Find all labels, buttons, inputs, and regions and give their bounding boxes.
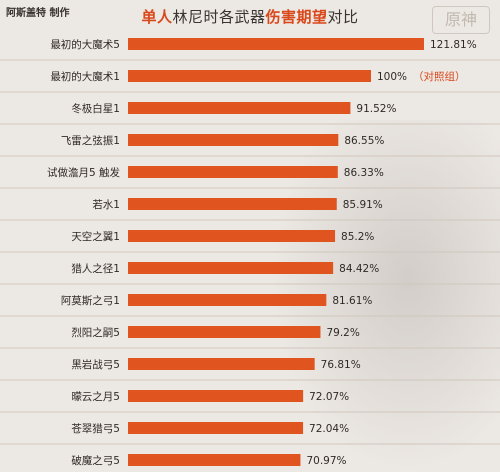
value-label: 91.52% <box>356 103 396 115</box>
bar <box>128 166 338 178</box>
title-part: 伤害期望 <box>265 8 328 26</box>
title-part: 对比 <box>327 8 359 26</box>
category-label: 曚云之月5 <box>71 390 120 403</box>
bar <box>128 134 339 146</box>
bar <box>128 390 304 402</box>
value-label: 85.2% <box>341 231 374 243</box>
bar <box>128 294 327 306</box>
category-label: 试做澹月5 触发 <box>47 166 121 179</box>
value-label: 100% <box>377 71 407 83</box>
chart-title: 单人林尼时各武器伤害期望对比 <box>0 6 500 27</box>
annotation-label: （对照组） <box>413 70 466 83</box>
genshin-logo: 原神 <box>432 6 490 34</box>
bar <box>128 454 301 466</box>
bar <box>128 198 337 210</box>
value-label: 79.2% <box>326 327 359 339</box>
category-label: 若水1 <box>92 198 120 211</box>
category-label: 最初的大魔术5 <box>50 38 120 51</box>
value-label: 72.04% <box>309 423 349 435</box>
category-label: 苍翠猎弓5 <box>71 422 120 435</box>
category-label: 阿莫斯之弓1 <box>61 294 120 307</box>
bar <box>128 262 334 274</box>
category-label: 黑岩战弓5 <box>71 358 120 371</box>
category-label: 最初的大魔术1 <box>50 70 120 83</box>
header: 阿斯盖特 制作 单人林尼时各武器伤害期望对比 原神 <box>0 0 500 36</box>
bar <box>128 422 304 434</box>
category-label: 烈阳之嗣5 <box>71 326 120 339</box>
value-label: 70.97% <box>306 455 346 467</box>
bar <box>128 102 351 114</box>
bar <box>128 70 372 82</box>
category-label: 猎人之径1 <box>71 262 120 275</box>
value-label: 81.61% <box>332 295 372 307</box>
value-label: 76.81% <box>321 359 361 371</box>
category-label: 破魔之弓5 <box>71 454 120 467</box>
bar <box>128 38 424 50</box>
value-label: 86.33% <box>344 167 384 179</box>
value-label: 121.81% <box>430 39 477 51</box>
category-label: 飞雷之弦振1 <box>61 134 120 147</box>
value-label: 85.91% <box>343 199 383 211</box>
bar <box>128 358 315 370</box>
value-label: 84.42% <box>339 263 379 275</box>
bar <box>128 230 336 242</box>
title-part: 林尼时各武器 <box>172 8 266 26</box>
value-label: 72.07% <box>309 391 349 403</box>
title-part: 单人 <box>141 8 173 26</box>
category-label: 天空之翼1 <box>71 230 120 243</box>
bar <box>128 326 321 338</box>
credit-text: 阿斯盖特 制作 <box>6 8 70 19</box>
value-label: 86.55% <box>344 135 384 147</box>
category-label: 冬极白星1 <box>71 102 120 115</box>
